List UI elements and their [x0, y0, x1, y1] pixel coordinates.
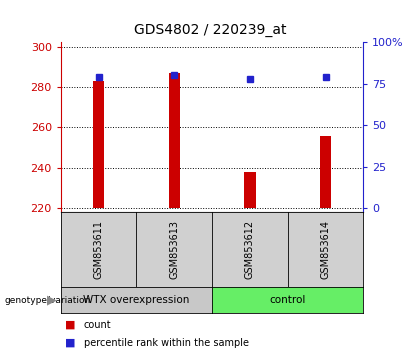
Bar — [244, 172, 256, 209]
Bar — [320, 136, 331, 209]
Text: GDS4802 / 220239_at: GDS4802 / 220239_at — [134, 23, 286, 37]
Text: genotype/variation: genotype/variation — [4, 296, 90, 304]
Text: WTX overexpression: WTX overexpression — [83, 295, 190, 305]
Text: ■: ■ — [65, 320, 76, 330]
Bar — [93, 81, 105, 209]
Text: GSM853613: GSM853613 — [169, 220, 179, 279]
Text: GSM853612: GSM853612 — [245, 220, 255, 279]
Text: control: control — [270, 295, 306, 305]
Text: percentile rank within the sample: percentile rank within the sample — [84, 338, 249, 348]
Text: GSM853611: GSM853611 — [94, 220, 104, 279]
Bar — [169, 73, 180, 209]
Text: GSM853614: GSM853614 — [320, 220, 331, 279]
Text: ■: ■ — [65, 338, 76, 348]
Text: ▶: ▶ — [47, 293, 57, 307]
Text: count: count — [84, 320, 112, 330]
